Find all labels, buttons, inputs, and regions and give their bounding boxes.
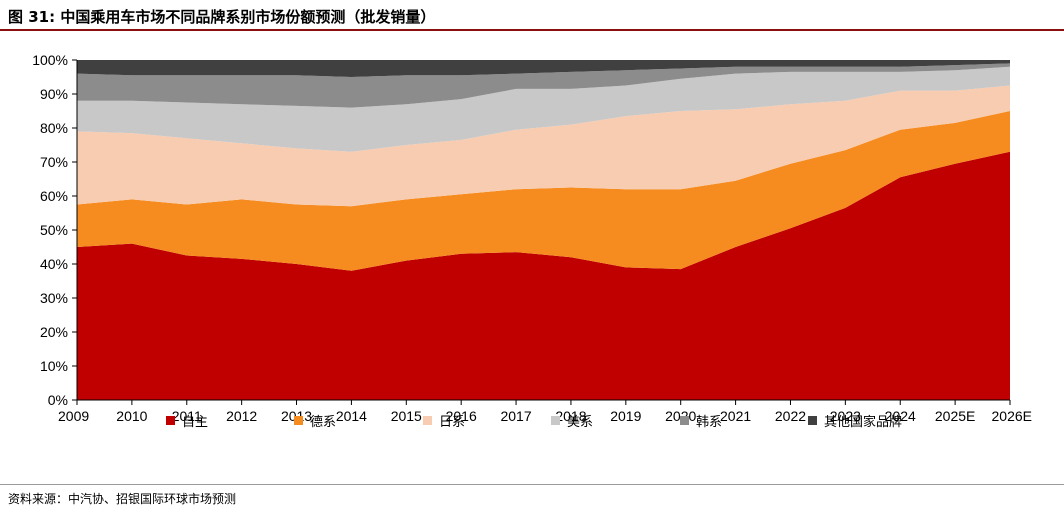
y-tick-label: 50% [40, 222, 68, 238]
legend-swatch [808, 416, 817, 425]
legend-item: 美系 [551, 415, 593, 430]
x-tick-label: 2025E [935, 408, 975, 424]
legend-swatch [551, 416, 560, 425]
legend-label: 日系 [439, 415, 465, 430]
area-series-5 [77, 63, 1010, 108]
y-tick-label: 80% [40, 120, 68, 136]
area-series-6 [77, 60, 1010, 77]
legend-item: 其他国家品牌 [808, 414, 902, 430]
legend-item: 德系 [294, 415, 336, 430]
legend-label: 其他国家品牌 [824, 414, 902, 430]
source-note: 资料来源：中汽协、招银国际环球市场预测 [8, 492, 237, 506]
x-tick-label: 2017 [500, 408, 531, 424]
y-tick-label: 60% [40, 188, 68, 204]
area-series-1 [77, 151, 1010, 400]
legend-item: 韩系 [680, 415, 722, 430]
y-tick-label: 0% [48, 392, 68, 408]
x-tick-label: 2022 [775, 408, 806, 424]
x-tick-label: 2012 [226, 408, 257, 424]
legend-swatch [294, 416, 303, 425]
y-tick-label: 90% [40, 86, 68, 102]
x-tick-label: 2019 [610, 408, 641, 424]
stacked-area-chart: 0% 10% 20% 30% 40% 50% 60% 70% 80% 90% 100% 2009 20… [32, 52, 1032, 430]
x-tick-label: 2010 [116, 408, 147, 424]
x-tick-label: 2014 [336, 408, 367, 424]
legend-swatch [423, 416, 432, 425]
y-tick-label: 30% [40, 290, 68, 306]
x-tick-label: 2026E [992, 408, 1032, 424]
chart-legend: 自主 德系 日系 美系 韩系 其他国家品牌 [166, 414, 902, 430]
area-series-3 [77, 85, 1010, 207]
y-axis-ticks: 0% 10% 20% 30% 40% 50% 60% 70% 80% 90% 100% [32, 52, 77, 408]
title-divider [0, 29, 1064, 31]
area-series-group [77, 60, 1010, 400]
figure-title: 图 31: 中国乘用车市场不同品牌系别市场份额预测（批发销量） [8, 8, 436, 26]
area-series-2 [77, 111, 1010, 271]
y-tick-label: 10% [40, 358, 68, 374]
x-tick-label: 2011 [172, 408, 202, 424]
source-divider [0, 484, 1064, 485]
legend-label: 德系 [310, 415, 336, 430]
y-tick-label: 20% [40, 324, 68, 340]
y-tick-label: 100% [32, 52, 68, 68]
x-tick-label: 2023 [830, 408, 861, 424]
x-tick-label: 2018 [555, 408, 586, 424]
legend-swatch [680, 416, 689, 425]
legend-item: 自主 [166, 415, 208, 430]
x-tick-label: 2016 [446, 408, 477, 424]
legend-swatch [166, 416, 175, 425]
legend-label: 美系 [567, 415, 593, 430]
x-tick-label: 2009 [58, 408, 89, 424]
x-tick-label: 2024 [885, 408, 916, 424]
legend-item: 日系 [423, 415, 465, 430]
y-tick-label: 40% [40, 256, 68, 272]
x-tick-label: 2015 [391, 408, 422, 424]
x-axis-ticks: 2009201020112012201320142015201620172018… [58, 400, 1032, 424]
x-tick-label: 2021 [720, 408, 751, 424]
legend-label: 自主 [182, 415, 208, 430]
y-tick-label: 70% [40, 154, 68, 170]
area-series-4 [77, 66, 1010, 152]
legend-label: 韩系 [696, 415, 722, 430]
